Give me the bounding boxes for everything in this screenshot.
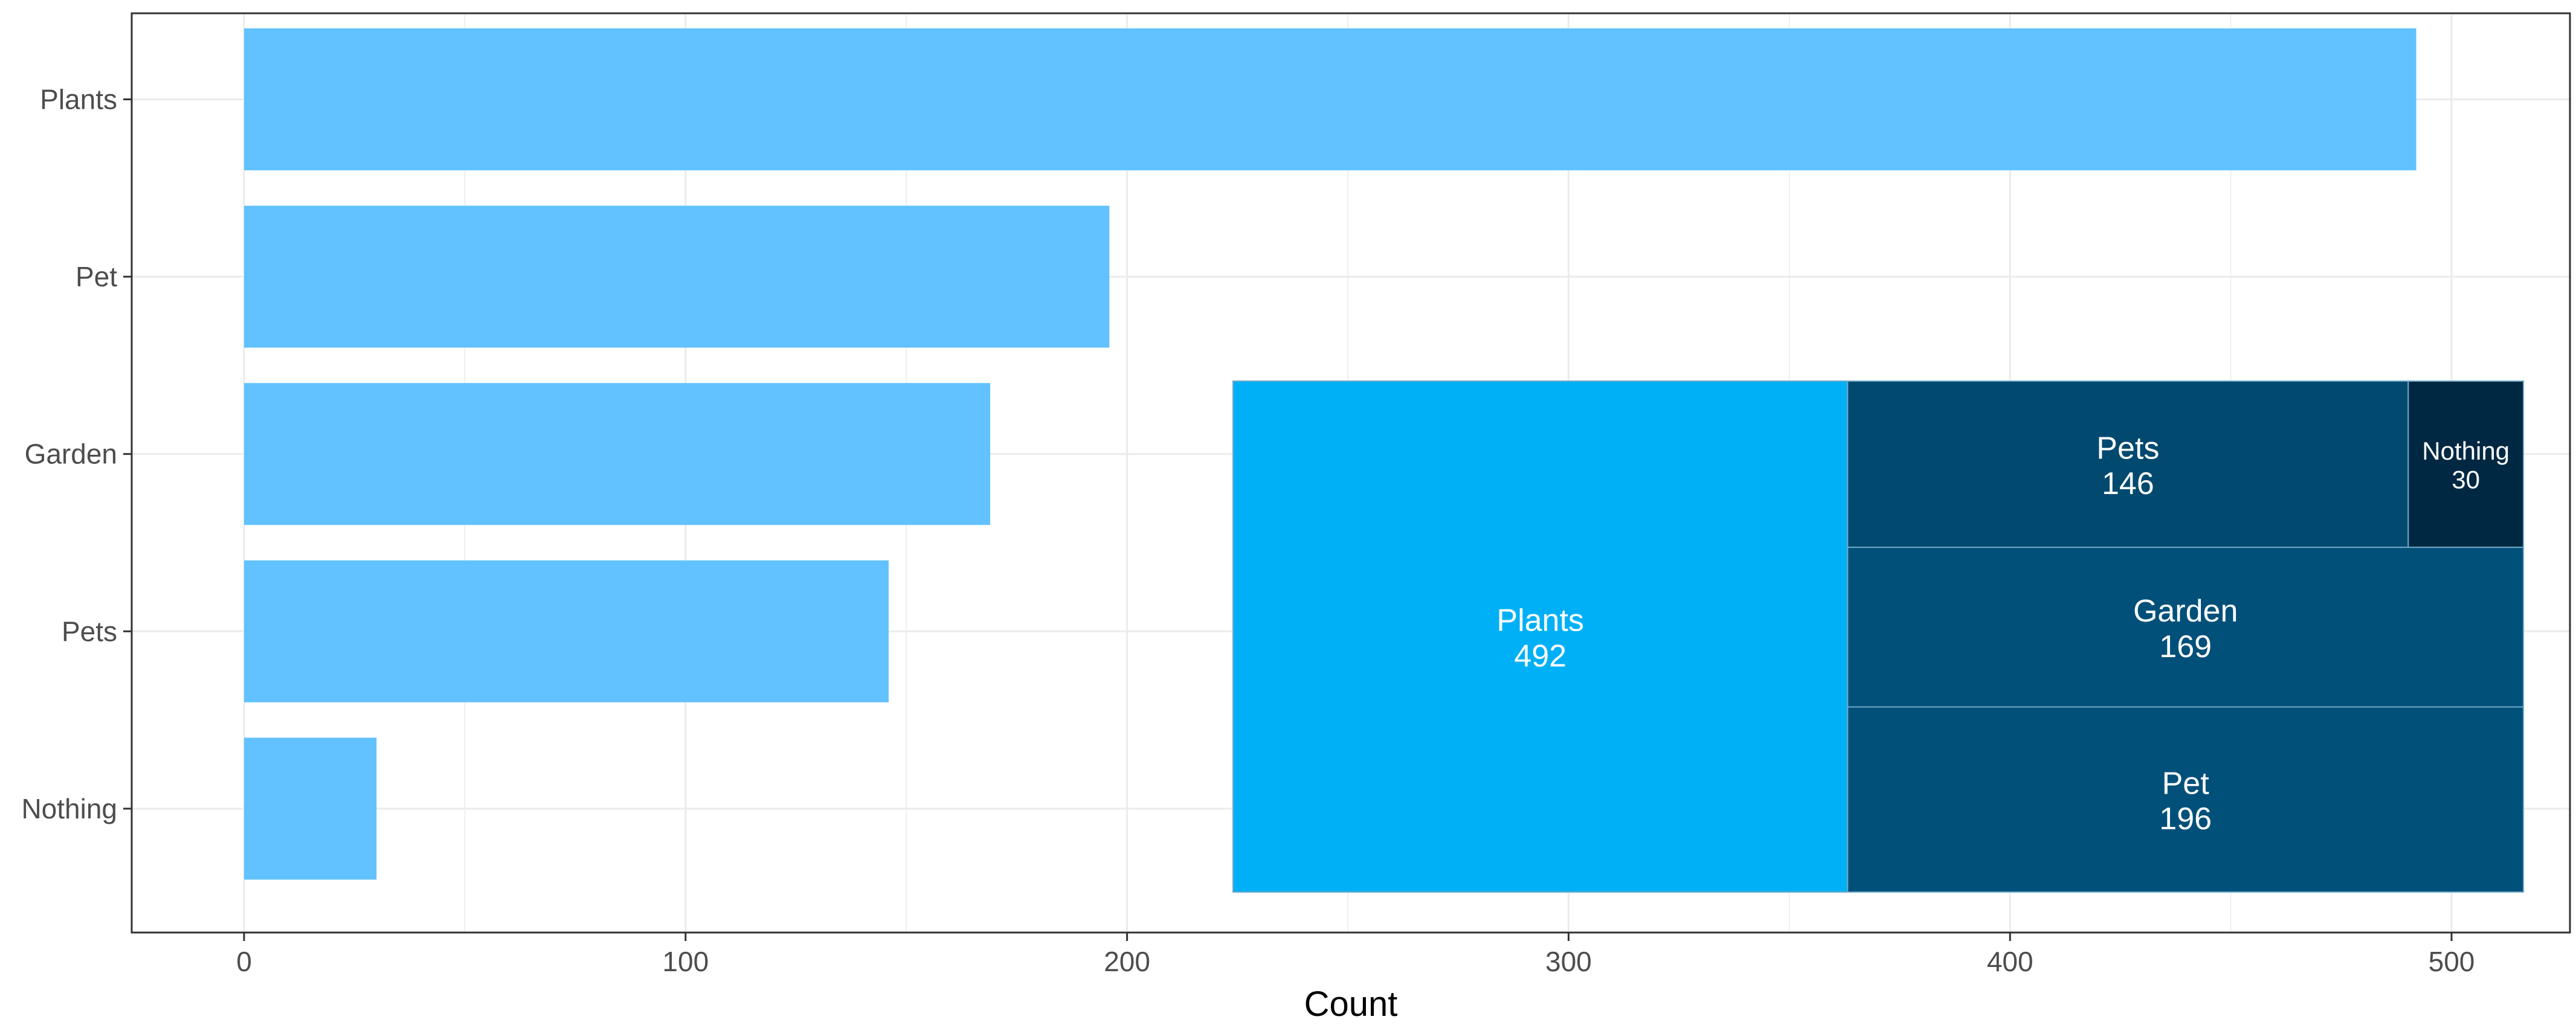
bar-plants: [244, 28, 2417, 170]
x-axis-title: Count: [1304, 984, 1398, 1024]
treemap-label-plants: Plants: [1496, 603, 1584, 638]
bar-pets: [244, 560, 889, 702]
bar-garden: [244, 383, 991, 525]
treemap-value-garden: 169: [2159, 629, 2212, 664]
x-axis: 0 100 200 300 400 500: [236, 933, 2475, 977]
treemap-tile-garden: [1847, 547, 2524, 708]
x-tick-label: 0: [236, 946, 252, 977]
bar-pet: [244, 205, 1110, 348]
treemap-label-nothing: Nothing: [2422, 437, 2510, 465]
y-tick-label: Pet: [76, 261, 117, 292]
y-tick-label: Nothing: [21, 793, 117, 824]
treemap-value-plants: 492: [1514, 638, 1567, 673]
treemap-label-pet: Pet: [2162, 766, 2210, 801]
treemap-label-garden: Garden: [2133, 594, 2238, 629]
treemap-value-pets: 146: [2102, 466, 2154, 501]
y-tick-label: Pets: [62, 615, 117, 647]
bars: [244, 28, 2417, 880]
y-tick-label: Garden: [25, 438, 117, 470]
treemap-tile-pet: [1847, 706, 2524, 893]
x-tick-label: 500: [2429, 946, 2475, 977]
x-tick-label: 100: [662, 946, 709, 977]
y-axis: Plants Pet Garden Pets Nothing: [21, 84, 132, 824]
plot-panel-border: [130, 12, 2571, 934]
x-tick-label: 300: [1545, 946, 1592, 977]
bar-nothing: [244, 737, 377, 880]
x-tick-label: 400: [1987, 946, 2033, 977]
treemap-value-pet: 196: [2159, 801, 2212, 837]
y-tick-label: Plants: [40, 84, 117, 115]
x-tick-label: 200: [1104, 946, 1150, 977]
treemap-label-pets: Pets: [2096, 431, 2159, 466]
treemap-tile-plants: [1232, 381, 1849, 893]
treemap-value-nothing: 30: [2452, 466, 2480, 494]
treemap-tile-pets: [1847, 381, 2409, 548]
